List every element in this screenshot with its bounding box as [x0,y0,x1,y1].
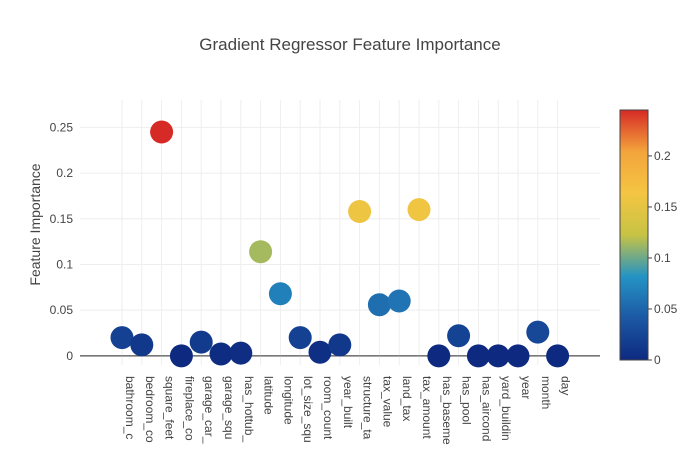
scatter-point[interactable] [506,344,530,368]
scatter-point[interactable] [328,333,352,357]
colorbar: 0 0.05 0.1 0.15 0.2 [619,109,678,367]
x-tick-label: structure_ta [361,376,375,440]
scatter-point[interactable] [110,326,134,350]
x-tick-label: bedroom_co [143,376,157,443]
colorbar-tick-label: 0.15 [654,200,678,214]
scatter-point[interactable] [486,344,510,368]
scatter-point[interactable] [427,344,451,368]
x-tick-label: bathroom_c [123,376,137,439]
colorbar-tick-label: 0 [654,353,661,367]
scatter-point[interactable] [288,326,312,350]
scatter-point[interactable] [229,341,253,365]
x-tick-label: lot_size_squ [301,376,315,443]
x-tick-label: garage_car_ [202,376,216,444]
scatter-point[interactable] [466,344,490,368]
y-tick-label: 0.05 [50,303,74,317]
x-tick-label: has_hottub_ [242,376,256,442]
scatter-points[interactable] [110,120,570,368]
scatter-point[interactable] [189,330,213,354]
scatter-point[interactable] [308,340,332,364]
scatter-point[interactable] [407,198,431,222]
scatter-point[interactable] [130,333,154,357]
x-tick-label: day [559,376,573,395]
x-tick-label: year [519,376,533,399]
scatter-point[interactable] [209,342,233,366]
scatter-point[interactable] [447,324,471,348]
x-tick-label: has_pool [460,376,474,425]
x-tick-label: garage_squ [222,376,236,439]
scatter-point[interactable] [526,320,550,344]
x-tick-label: tax_value [380,376,394,428]
colorbar-ticks: 0 0.05 0.1 0.15 0.2 [648,149,678,367]
y-tick-label: 0.25 [50,120,74,134]
scatter-point[interactable] [348,199,372,223]
scatter-point[interactable] [169,344,193,368]
x-tick-label: has_baseme [440,376,454,445]
scatter-point[interactable] [150,120,174,144]
y-axis-label: Feature Importance [27,163,43,285]
colorbar-tick-label: 0.2 [654,149,671,163]
x-axis-ticks: bathroom_c bedroom_co square_feet fireplace… [123,376,573,445]
scatter-point[interactable] [367,293,391,317]
x-tick-label: fireplace_co [182,376,196,441]
x-tick-label: has_aircond [479,376,493,441]
colorbar-gradient [619,109,649,361]
y-tick-label: 0.1 [56,257,73,271]
x-tick-label: land_tax [400,376,414,421]
x-tick-label: latitude [262,376,276,415]
y-axis-ticks: 0 0.05 0.1 0.15 0.2 0.25 [50,120,74,362]
x-tick-label: month [539,376,553,409]
x-tick-label: yard_buildin [499,376,513,441]
x-tick-label: longitude [281,376,295,425]
y-tick-label: 0.15 [50,212,74,226]
x-tick-label: square_feet [163,376,177,440]
scatter-point[interactable] [249,240,273,264]
colorbar-tick-label: 0.05 [654,302,678,316]
x-tick-label: tax_amount [420,376,434,439]
y-tick-label: 0 [66,349,73,363]
scatter-point[interactable] [546,344,570,368]
x-tick-label: year_built [341,376,355,429]
colorbar-tick-label: 0.1 [654,251,671,265]
chart-title: Gradient Regressor Feature Importance [199,35,500,54]
scatter-point[interactable] [268,282,292,306]
scatter-point[interactable] [387,289,411,313]
x-tick-label: room_count [321,376,335,440]
y-tick-label: 0.2 [56,166,73,180]
